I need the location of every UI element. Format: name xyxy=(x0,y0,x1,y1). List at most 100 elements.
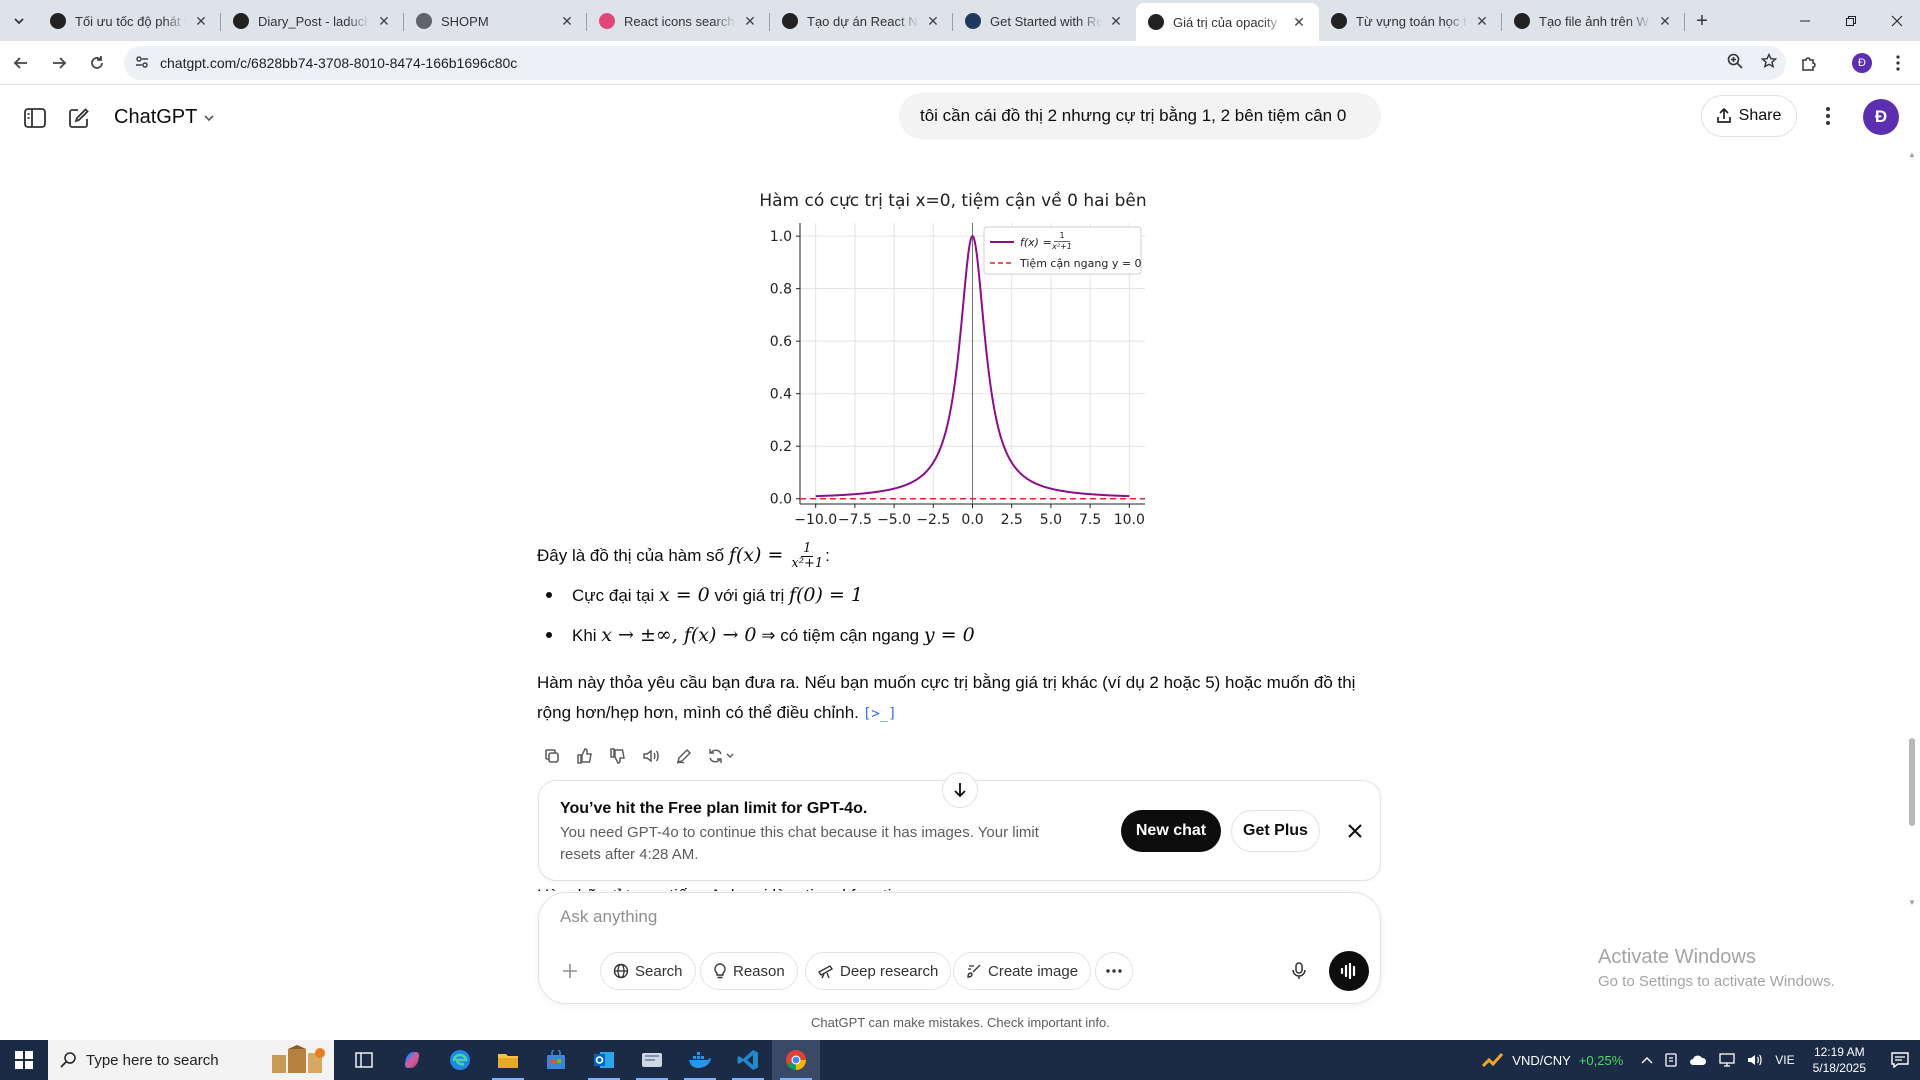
back-button[interactable] xyxy=(4,46,38,80)
watermark-title: Activate Windows xyxy=(1598,946,1756,968)
notification-center-button[interactable] xyxy=(1880,1040,1920,1080)
close-tab-icon[interactable]: ✕ xyxy=(561,12,573,29)
scrollbar-thumb[interactable] xyxy=(1909,738,1915,826)
forward-button[interactable] xyxy=(42,46,76,80)
regenerate-button[interactable] xyxy=(702,741,742,771)
edit-canvas-button[interactable] xyxy=(669,741,698,771)
device-icon[interactable] xyxy=(1665,1053,1677,1067)
browser-tab[interactable]: Tạo dự án React Native ✕ xyxy=(770,4,953,38)
new-chat-button[interactable] xyxy=(61,100,97,136)
edge-button[interactable] xyxy=(436,1040,484,1080)
browser-tab[interactable]: SHOPM ✕ xyxy=(404,4,587,38)
vscode-button[interactable] xyxy=(724,1040,772,1080)
page-scrollbar[interactable]: ▲ ▼ xyxy=(1904,150,1920,910)
browser-tab[interactable]: Giá trị của opacity ✕ xyxy=(1136,3,1319,41)
close-tab-icon[interactable]: ✕ xyxy=(927,12,939,29)
intro-text: Đây là đồ thị của hàm số xyxy=(537,546,729,565)
reason-tool-button[interactable]: Reason xyxy=(700,952,798,990)
restore-button[interactable] xyxy=(1828,0,1874,41)
close-window-button[interactable] xyxy=(1874,0,1920,41)
activate-windows-watermark: Activate Windows Go to Settings to activ… xyxy=(1598,946,1835,990)
scroll-up-arrow-icon[interactable]: ▲ xyxy=(1908,150,1916,159)
store-button[interactable] xyxy=(532,1040,580,1080)
currency-widget[interactable]: VND/CNY +0,25% xyxy=(1482,1051,1623,1069)
browser-tab[interactable]: Diary_Post - laduchai ✕ xyxy=(221,4,404,38)
browser-menu-button[interactable] xyxy=(1881,46,1915,80)
dismiss-banner-button[interactable] xyxy=(1339,815,1371,847)
taskbar-search[interactable]: Type here to search xyxy=(48,1040,334,1080)
user-avatar[interactable]: Đ xyxy=(1863,99,1899,135)
dictate-button[interactable] xyxy=(1281,953,1317,989)
zoom-icon[interactable] xyxy=(1718,53,1752,74)
bullet1-math-b: f(0) = 1 xyxy=(788,584,863,606)
more-tools-button[interactable] xyxy=(1095,952,1133,990)
model-selector[interactable]: ChatGPT xyxy=(114,106,215,129)
input-language[interactable]: VIE xyxy=(1775,1053,1795,1067)
chatgpt-icon xyxy=(1148,14,1164,30)
read-aloud-button[interactable] xyxy=(636,741,665,771)
reload-button[interactable] xyxy=(80,46,114,80)
extensions-button[interactable] xyxy=(1792,46,1826,80)
chat-header: ChatGPT tôi cần cái đồ thị 2 nhưng cự tr… xyxy=(0,86,1920,150)
new-chat-cta-button[interactable]: New chat xyxy=(1121,810,1221,852)
message-actions xyxy=(537,741,742,771)
copy-button[interactable] xyxy=(537,741,566,771)
taskbar-clock[interactable]: 12:19 AM 5/18/2025 xyxy=(1813,1044,1866,1076)
create-image-button[interactable]: Create image xyxy=(953,952,1092,990)
browser-tab[interactable]: Từ vựng toán học tiếng Anh ✕ xyxy=(1319,4,1502,38)
volume-icon[interactable] xyxy=(1747,1053,1763,1067)
conversation-options-button[interactable] xyxy=(1810,98,1846,134)
voice-mode-button[interactable] xyxy=(1329,951,1369,991)
close-tab-icon[interactable]: ✕ xyxy=(1659,12,1671,29)
minimize-button[interactable] xyxy=(1782,0,1828,41)
share-button[interactable]: Share xyxy=(1701,95,1797,137)
browser-tab[interactable]: Get Started with React ✕ xyxy=(953,4,1136,38)
deep-research-button[interactable]: Deep research xyxy=(805,952,952,990)
notification-icon xyxy=(1891,1052,1909,1068)
network-icon[interactable] xyxy=(1719,1053,1735,1067)
thumbs-up-button[interactable] xyxy=(570,741,599,771)
more-vertical-icon xyxy=(1896,55,1900,71)
thumbs-down-button[interactable] xyxy=(603,741,632,771)
scroll-to-bottom-button[interactable] xyxy=(942,772,978,808)
url-text[interactable]: chatgpt.com/c/6828bb74-3708-8010-8474-16… xyxy=(160,55,518,71)
close-tab-icon[interactable]: ✕ xyxy=(195,12,207,29)
snipping-tool-button[interactable] xyxy=(628,1040,676,1080)
close-tab-icon[interactable]: ✕ xyxy=(1110,12,1122,29)
browser-tab[interactable]: Tối ưu tốc độ phát triển ✕ xyxy=(38,4,221,38)
tab-search-button[interactable] xyxy=(0,0,38,41)
start-button[interactable] xyxy=(0,1040,48,1080)
chevron-up-icon[interactable] xyxy=(1641,1055,1653,1065)
get-plus-button[interactable]: Get Plus xyxy=(1231,810,1320,852)
onedrive-icon[interactable] xyxy=(1689,1054,1707,1066)
scroll-down-arrow-icon[interactable]: ▼ xyxy=(1908,898,1916,907)
close-tab-icon[interactable]: ✕ xyxy=(1293,13,1305,30)
site-info-icon[interactable] xyxy=(124,54,160,73)
sidebar-toggle-button[interactable] xyxy=(17,100,53,136)
browser-tab[interactable]: React icons search results ✕ xyxy=(587,4,770,38)
composer: Ask anything Search Reason Deep research… xyxy=(538,892,1381,1004)
close-tab-icon[interactable]: ✕ xyxy=(744,12,756,29)
browser-tab[interactable]: Tạo file ảnh trên Windows ✕ xyxy=(1502,4,1685,38)
close-tab-icon[interactable]: ✕ xyxy=(1476,12,1488,29)
close-tab-icon[interactable]: ✕ xyxy=(378,12,390,29)
task-view-button[interactable] xyxy=(340,1040,388,1080)
docker-button[interactable] xyxy=(676,1040,724,1080)
search-icon xyxy=(60,1052,76,1068)
snipping-icon xyxy=(642,1053,662,1067)
puzzle-icon xyxy=(1802,57,1816,71)
copilot-button[interactable] xyxy=(388,1040,436,1080)
new-tab-button[interactable]: + xyxy=(1685,4,1719,38)
y-tick-label: 1.0 xyxy=(770,229,792,245)
profile-button[interactable]: Đ xyxy=(1845,46,1879,80)
chrome-button[interactable] xyxy=(772,1040,820,1080)
attach-button[interactable] xyxy=(552,953,588,989)
code-source-chip[interactable]: [>_] xyxy=(862,706,897,722)
compose-icon xyxy=(69,108,89,128)
outlook-button[interactable] xyxy=(580,1040,628,1080)
search-tool-button[interactable]: Search xyxy=(600,952,696,990)
file-explorer-button[interactable] xyxy=(484,1040,532,1080)
bookmark-star-icon[interactable] xyxy=(1752,52,1786,74)
address-bar[interactable]: chatgpt.com/c/6828bb74-3708-8010-8474-16… xyxy=(124,46,1786,80)
prompt-input[interactable]: Ask anything xyxy=(560,907,658,926)
